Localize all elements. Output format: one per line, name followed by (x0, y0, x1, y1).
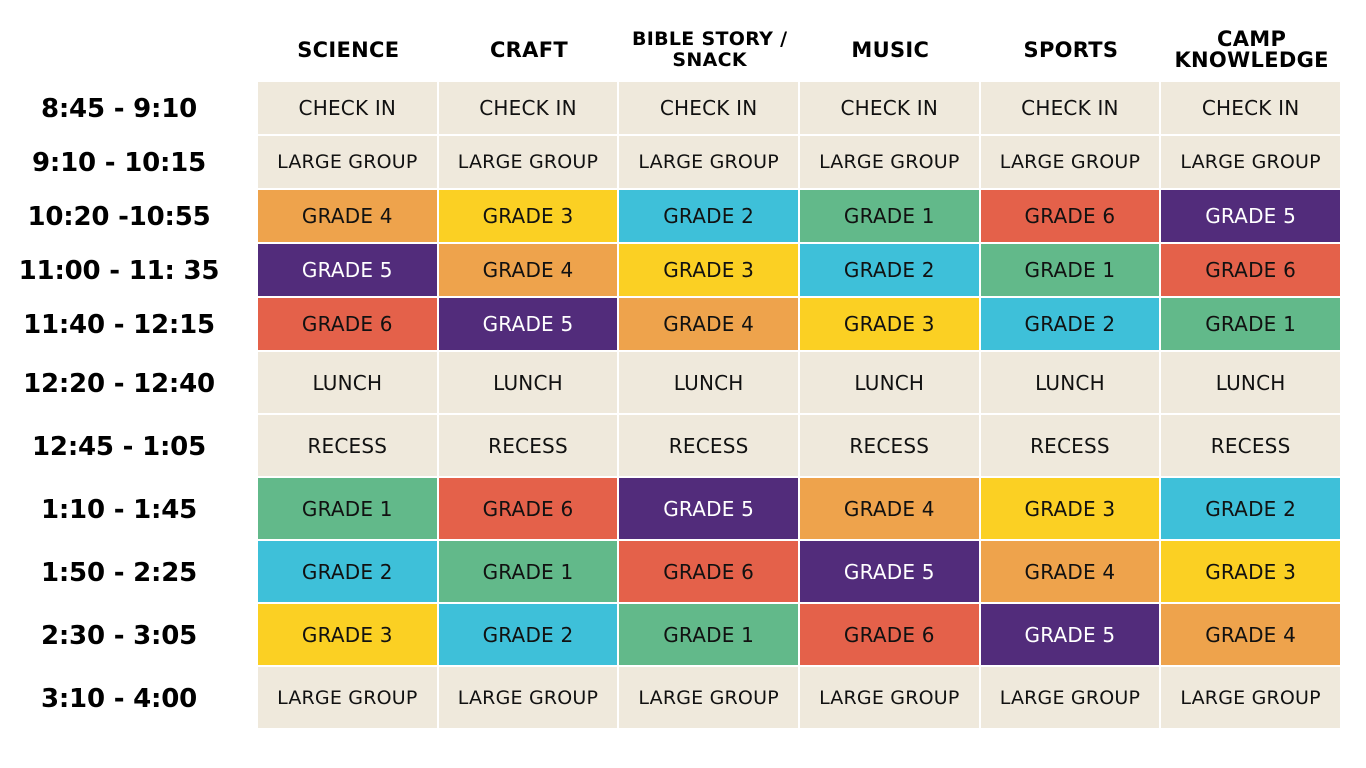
schedule-cell: RECESS (438, 415, 620, 478)
schedule-cell: GRADE 5 (619, 478, 800, 541)
schedule-cell: RECESS (258, 415, 439, 478)
schedule-cell: GRADE 1 (980, 244, 1162, 298)
column-header-sports: SPORTS (1023, 37, 1119, 62)
time-slot-label: 11:40 - 12:15 (23, 310, 215, 340)
schedule-row: 10:20 -10:55 GRADE 4 GRADE 3 GRADE 2 GRA… (0, 190, 1342, 244)
time-slot-label: 11:00 - 11: 35 (18, 256, 220, 286)
schedule-cell: RECESS (799, 415, 981, 478)
schedule-row: 12:20 - 12:40 LUNCH LUNCH LUNCH LUNCH LU… (0, 352, 1342, 415)
schedule-cell: GRADE 4 (1161, 604, 1342, 667)
column-header-craft: CRAFT (489, 37, 568, 62)
schedule-row: 11:00 - 11: 35 GRADE 5 GRADE 4 GRADE 3 G… (0, 244, 1342, 298)
schedule-cell: RECESS (980, 415, 1162, 478)
column-header-camp-knowledge: CAMP KNOWLEDGE (1174, 27, 1329, 72)
schedule-cell: LARGE GROUP (799, 667, 981, 730)
schedule-cell: GRADE 6 (980, 190, 1162, 244)
schedule-cell: GRADE 2 (438, 604, 620, 667)
schedule-cell: GRADE 2 (619, 190, 800, 244)
schedule-cell: GRADE 2 (799, 244, 981, 298)
schedule-cell: LARGE GROUP (1161, 136, 1342, 190)
schedule-cell: GRADE 5 (258, 244, 439, 298)
schedule-cell: GRADE 2 (1161, 478, 1342, 541)
schedule-cell: CHECK IN (1161, 82, 1342, 136)
schedule-cell: GRADE 2 (980, 298, 1162, 352)
schedule-row: 2:30 - 3:05 GRADE 3 GRADE 2 GRADE 1 GRAD… (0, 604, 1342, 667)
schedule-row: 9:10 - 10:15 LARGE GROUP LARGE GROUP LAR… (0, 136, 1342, 190)
schedule-cell: LUNCH (799, 352, 981, 415)
schedule-cell: LARGE GROUP (980, 667, 1162, 730)
schedule-cell: LUNCH (980, 352, 1162, 415)
column-header-science: SCIENCE (297, 37, 400, 62)
schedule-cell: GRADE 6 (258, 298, 439, 352)
schedule-cell: LARGE GROUP (799, 136, 981, 190)
schedule-cell: GRADE 4 (258, 190, 439, 244)
time-slot-label: 9:10 - 10:15 (32, 148, 206, 178)
schedule-cell: GRADE 6 (438, 478, 620, 541)
time-slot-label: 12:45 - 1:05 (32, 431, 206, 462)
time-slot-label: 2:30 - 3:05 (40, 620, 198, 651)
schedule-cell: GRADE 3 (438, 190, 620, 244)
schedule-cell: GRADE 3 (1161, 541, 1342, 604)
schedule-cell: LUNCH (258, 352, 439, 415)
schedule-cell: GRADE 4 (980, 541, 1162, 604)
schedule-cell: GRADE 5 (799, 541, 981, 604)
schedule-cell: GRADE 3 (258, 604, 439, 667)
schedule-cell: LARGE GROUP (980, 136, 1162, 190)
schedule-cell: GRADE 1 (438, 541, 620, 604)
time-slot-label: 10:20 -10:55 (27, 202, 211, 232)
time-slot-label: 1:10 - 1:45 (40, 494, 198, 525)
schedule-cell: GRADE 1 (619, 604, 800, 667)
schedule-cell: LARGE GROUP (258, 667, 439, 730)
schedule-cell: CHECK IN (799, 82, 981, 136)
schedule-cell: GRADE 1 (799, 190, 981, 244)
schedule-cell: GRADE 1 (1161, 298, 1342, 352)
schedule-cell: GRADE 2 (258, 541, 439, 604)
schedule-cell: GRADE 6 (799, 604, 981, 667)
schedule-cell: CHECK IN (258, 82, 439, 136)
schedule-cell: GRADE 5 (980, 604, 1162, 667)
time-slot-label: 12:20 - 12:40 (23, 368, 215, 399)
schedule-cell: GRADE 3 (619, 244, 800, 298)
schedule-cell: LARGE GROUP (438, 667, 620, 730)
schedule-cell: LUNCH (1161, 352, 1342, 415)
schedule-cell: LARGE GROUP (619, 667, 800, 730)
schedule-cell: GRADE 5 (438, 298, 620, 352)
schedule-cell: CHECK IN (438, 82, 620, 136)
schedule-cell: GRADE 1 (258, 478, 439, 541)
schedule-cell: LARGE GROUP (619, 136, 800, 190)
schedule-cell: RECESS (619, 415, 800, 478)
schedule-cell: GRADE 6 (1161, 244, 1342, 298)
schedule-cell: LARGE GROUP (1161, 667, 1342, 730)
schedule-cell: GRADE 3 (980, 478, 1162, 541)
schedule-row: 8:45 - 9:10 CHECK IN CHECK IN CHECK IN C… (0, 82, 1342, 136)
schedule-cell: GRADE 6 (619, 541, 800, 604)
time-slot-label: 3:10 - 4:00 (40, 683, 198, 714)
column-header-bible-story-snack: BIBLE STORY / SNACK (631, 28, 788, 71)
schedule-cell: RECESS (1161, 415, 1342, 478)
schedule-cell: CHECK IN (619, 82, 800, 136)
time-slot-label: 1:50 - 2:25 (40, 557, 198, 588)
schedule-cell: GRADE 3 (799, 298, 981, 352)
time-slot-label: 8:45 - 9:10 (40, 94, 198, 124)
schedule-cell: GRADE 5 (1161, 190, 1342, 244)
schedule-cell: GRADE 4 (438, 244, 620, 298)
column-headers: SCIENCE CRAFT BIBLE STORY / SNACK MUSIC … (258, 20, 1342, 80)
schedule-cell: CHECK IN (980, 82, 1162, 136)
column-header-music: MUSIC (851, 37, 930, 62)
schedule-row: 11:40 - 12:15 GRADE 6 GRADE 5 GRADE 4 GR… (0, 298, 1342, 352)
schedule-cell: GRADE 4 (799, 478, 981, 541)
schedule-row: 12:45 - 1:05 RECESS RECESS RECESS RECESS… (0, 415, 1342, 478)
schedule-cell: LUNCH (619, 352, 800, 415)
schedule-row: 1:50 - 2:25 GRADE 2 GRADE 1 GRADE 6 GRAD… (0, 541, 1342, 604)
schedule-cell: LUNCH (438, 352, 620, 415)
schedule-row: 1:10 - 1:45 GRADE 1 GRADE 6 GRADE 5 GRAD… (0, 478, 1342, 541)
schedule-cell: LARGE GROUP (258, 136, 439, 190)
schedule-row: 3:10 - 4:00 LARGE GROUP LARGE GROUP LARG… (0, 667, 1342, 730)
schedule-cell: GRADE 4 (619, 298, 800, 352)
schedule-cell: LARGE GROUP (438, 136, 620, 190)
